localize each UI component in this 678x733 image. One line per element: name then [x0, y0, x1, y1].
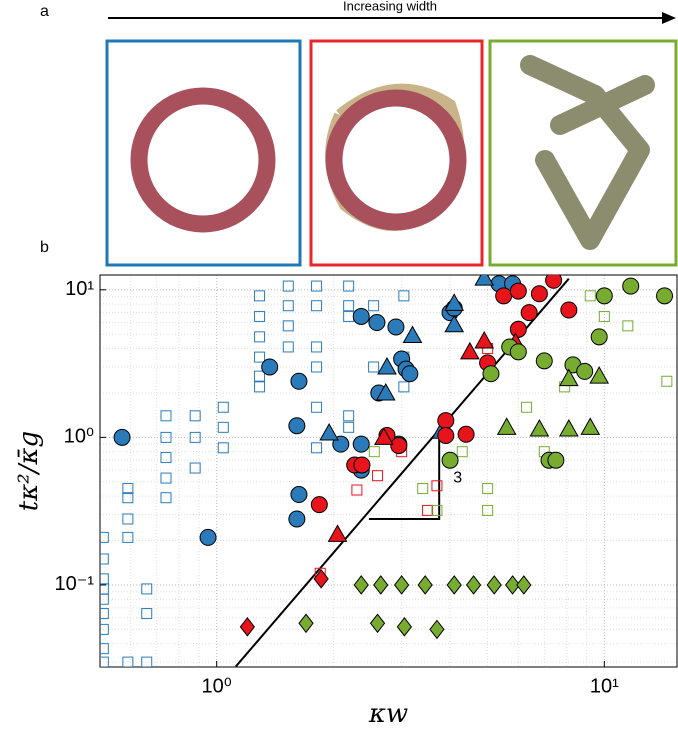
circle-marker [402, 366, 418, 382]
circle-marker [369, 315, 385, 331]
circle-marker [289, 418, 305, 434]
y-axis-label: tκ²/κ̄g [14, 431, 44, 511]
square-marker [344, 411, 354, 421]
circle-marker [353, 308, 369, 324]
square-marker [283, 301, 293, 311]
y-tick-label: 10⁰ [64, 426, 94, 448]
circle-marker [510, 344, 526, 360]
square-marker [522, 402, 532, 412]
square-marker [373, 471, 383, 481]
square-marker [123, 493, 133, 503]
diamond-marker [430, 620, 444, 638]
circle-marker [458, 426, 474, 442]
panel-label: b [40, 239, 49, 256]
circle-marker [391, 438, 407, 454]
square-marker [457, 447, 467, 457]
y-tick-label: 10⁻¹ [55, 573, 95, 595]
square-marker [662, 376, 672, 386]
triangle-marker [475, 269, 493, 285]
circle-marker [623, 278, 639, 294]
square-marker [123, 484, 133, 494]
circle-marker [531, 286, 547, 302]
plot: 10⁰ 10¹ 10⁻¹ 10⁰ 10¹ κw tκ²/κ̄g 3 [14, 269, 677, 728]
circle-marker [510, 283, 526, 299]
diamond-marker [397, 618, 411, 636]
square-marker [283, 281, 293, 291]
circle-marker [291, 487, 307, 503]
square-marker [399, 291, 409, 301]
square-marker [344, 422, 354, 432]
circle-marker [262, 359, 278, 375]
circle-marker [521, 305, 537, 321]
y-tick-label: 10¹ [65, 278, 94, 300]
square-marker [218, 402, 228, 412]
triangle-marker [461, 343, 479, 359]
circle-marker [388, 319, 404, 335]
square-marker [369, 301, 379, 311]
circle-marker [536, 353, 552, 369]
figure: a Increasing width b 10⁰ 10¹ 10⁻¹ 10⁰ 10¹ κw t… [0, 0, 678, 728]
circle-marker [657, 288, 673, 304]
circle-marker [354, 457, 370, 473]
square-marker [161, 493, 171, 503]
square-marker [312, 402, 322, 412]
square-marker [255, 352, 265, 362]
triangle-marker [320, 424, 338, 440]
circle-marker [289, 511, 305, 527]
square-marker [161, 453, 171, 463]
x-axis-label: κw [368, 699, 408, 728]
circle-marker [596, 288, 612, 304]
square-marker [312, 301, 322, 311]
diamond-marker [517, 576, 531, 594]
square-marker [142, 609, 152, 619]
circle-marker [483, 366, 499, 382]
square-marker [352, 485, 362, 495]
arrow-text: Increasing width [343, 0, 437, 13]
square-marker [142, 584, 152, 594]
square-marker [312, 342, 322, 352]
triangle-marker [560, 420, 578, 436]
circle-marker [114, 429, 130, 445]
square-marker [399, 382, 409, 392]
square-marker [283, 321, 293, 331]
diamond-marker [240, 618, 254, 636]
triangle-marker [329, 525, 347, 541]
circle-marker [591, 329, 607, 345]
circle-marker [577, 363, 593, 379]
triangle-marker [581, 418, 599, 434]
square-marker [255, 291, 265, 301]
circle-marker [311, 497, 327, 513]
circle-marker [442, 452, 458, 468]
square-marker [344, 301, 354, 311]
square-marker [123, 514, 133, 524]
square-marker [283, 342, 293, 352]
circle-marker [353, 436, 369, 452]
triangle-marker [530, 420, 548, 436]
square-marker [418, 484, 428, 494]
square-marker [432, 505, 442, 515]
slope-label: 3 [453, 469, 462, 486]
x-tick-label: 10¹ [590, 675, 619, 697]
circle-marker [496, 288, 512, 304]
panel-label: a [40, 3, 49, 20]
diamond-marker [447, 576, 461, 594]
circle-marker [438, 413, 454, 429]
square-marker [218, 422, 228, 432]
triangle-marker [498, 418, 516, 434]
circle-marker [291, 373, 307, 389]
square-marker [255, 371, 265, 381]
circle-marker [200, 529, 216, 545]
square-marker [142, 657, 152, 667]
circle-marker [510, 321, 526, 337]
circle-marker [561, 302, 577, 318]
arrow-head [662, 12, 676, 24]
diamond-marker [354, 576, 368, 594]
x-tick-label: 10⁰ [202, 675, 232, 697]
circle-marker [548, 452, 564, 468]
square-marker [161, 411, 171, 421]
circle-marker [438, 427, 454, 443]
square-marker [255, 382, 265, 392]
square-marker [255, 332, 265, 342]
square-marker [423, 505, 433, 515]
